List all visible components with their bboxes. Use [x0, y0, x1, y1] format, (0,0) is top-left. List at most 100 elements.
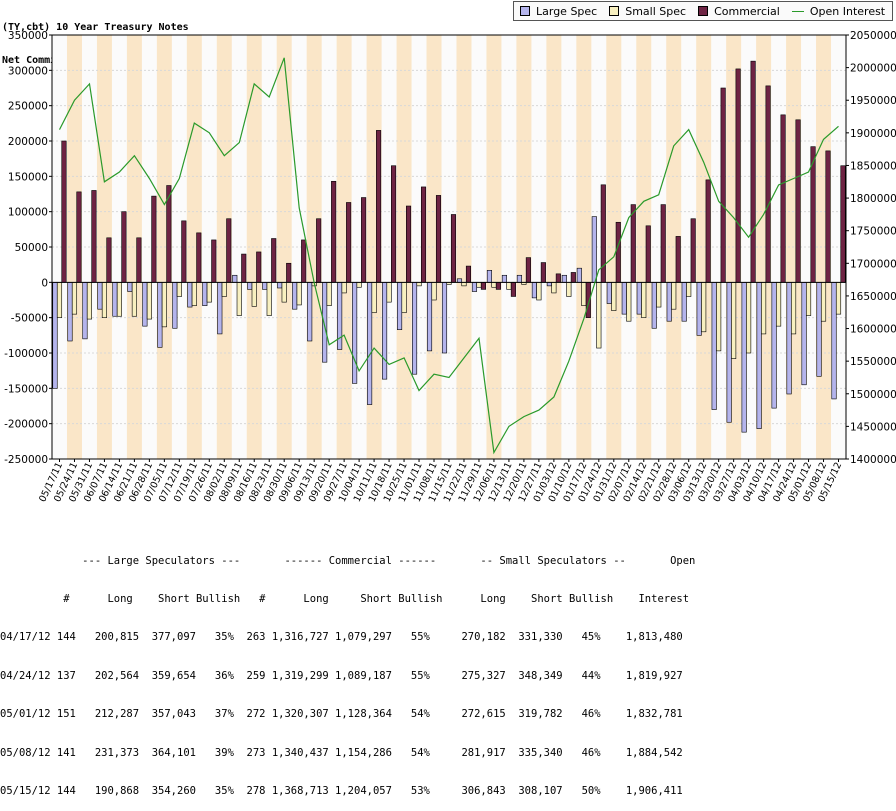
bar-large-spec — [112, 282, 118, 317]
bar-small-spec — [221, 282, 227, 297]
category-band — [186, 35, 202, 459]
summary-header-2: # Long Short Bullish # Long Short Bullis… — [0, 592, 690, 605]
bar-small-spec — [731, 282, 737, 359]
bar-commercial — [450, 214, 457, 283]
bar-commercial — [301, 239, 307, 283]
bar-commercial — [420, 186, 427, 283]
bar-small-spec — [491, 282, 497, 288]
bar-commercial — [91, 190, 97, 283]
bar-large-spec — [831, 282, 837, 400]
bar-commercial — [271, 238, 277, 283]
bar-small-spec — [461, 282, 467, 287]
bar-large-spec — [172, 282, 178, 329]
bar-commercial — [181, 220, 187, 283]
bar-large-spec — [127, 282, 133, 292]
bar-small-spec — [371, 282, 377, 314]
bar-large-spec — [801, 282, 807, 386]
bar-commercial — [376, 130, 382, 283]
bar-commercial — [151, 195, 157, 283]
bar-large-spec — [307, 282, 313, 342]
bar-small-spec — [656, 282, 662, 308]
left-axis-tick-label: 200000 — [8, 136, 48, 148]
left-axis-tick-label: -50000 — [11, 313, 48, 325]
bar-small-spec — [805, 282, 812, 316]
right-axis-tick-label: 1550000 — [850, 356, 896, 368]
bar-large-spec — [292, 282, 298, 310]
bar-small-spec — [71, 282, 78, 315]
bar-large-spec — [67, 282, 73, 342]
bar-small-spec — [596, 282, 602, 349]
bar-commercial — [61, 140, 67, 283]
bar-small-spec — [641, 282, 647, 318]
summary-row: 05/08/12 141 231,373 364,101 39% 273 1,3… — [0, 746, 683, 759]
legend: Large Spec Small Spec Commercial Open In… — [513, 1, 893, 21]
bar-commercial — [825, 150, 831, 283]
bar-large-spec — [382, 282, 388, 380]
right-axis-tick-label: 2000000 — [850, 63, 896, 75]
bar-large-spec — [651, 282, 657, 329]
bar-small-spec — [671, 282, 677, 310]
bar-large-spec — [426, 282, 433, 352]
legend-swatch-small-spec — [609, 6, 620, 16]
bar-commercial — [795, 119, 801, 283]
bar-commercial — [525, 257, 531, 283]
bar-large-spec — [816, 282, 822, 377]
legend-label-small-spec: Small Spec — [625, 4, 687, 18]
legend-swatch-commercial — [698, 6, 709, 16]
right-axis-tick-label: 2050000 — [850, 30, 896, 42]
bar-large-spec — [187, 282, 193, 308]
bar-large-spec — [501, 274, 507, 283]
left-axis-tick-label: 150000 — [8, 171, 48, 183]
legend-item-large-spec: Large Spec — [520, 5, 597, 18]
legend-label-open-interest: Open Interest — [809, 4, 886, 18]
bar-small-spec — [820, 282, 827, 322]
bar-large-spec — [217, 282, 223, 335]
right-axis-tick-label: 1450000 — [850, 421, 896, 433]
bar-small-spec — [101, 282, 107, 318]
bar-commercial — [136, 237, 142, 283]
bar-large-spec — [97, 282, 103, 310]
bar-small-spec — [566, 282, 572, 297]
summary-row: 05/01/12 151 212,287 357,043 37% 272 1,3… — [0, 708, 683, 721]
bar-commercial — [840, 165, 846, 283]
bar-small-spec — [176, 282, 182, 297]
bar-small-spec — [251, 282, 257, 307]
bar-commercial — [495, 282, 501, 290]
bar-commercial — [226, 218, 232, 283]
bar-commercial — [510, 282, 516, 297]
bar-commercial — [196, 232, 202, 283]
bar-large-spec — [756, 282, 762, 429]
bar-commercial — [106, 237, 112, 283]
bar-commercial — [286, 262, 292, 283]
bar-small-spec — [776, 282, 782, 327]
right-axis-tick-label: 1600000 — [850, 324, 896, 336]
bar-commercial — [316, 218, 322, 283]
summary-header-1: --- Large Speculators --- ------ Commerc… — [0, 554, 696, 567]
bar-large-spec — [202, 282, 208, 306]
bar-small-spec — [761, 282, 767, 335]
category-band — [66, 35, 82, 459]
open-interest-line — [58, 57, 839, 455]
bar-large-spec — [277, 282, 283, 289]
chart-title-line-1: (TY,cbt) 10 Year Treasury Notes — [2, 22, 189, 33]
bar-commercial — [690, 218, 696, 283]
left-axis-tick-label: -150000 — [4, 383, 48, 395]
right-axis-tick-label: 1800000 — [850, 193, 896, 205]
bar-commercial — [121, 211, 127, 283]
left-axis-tick-label: 100000 — [8, 207, 48, 219]
bar-small-spec — [401, 282, 407, 314]
bar-large-spec — [411, 282, 418, 375]
bar-large-spec — [666, 282, 672, 322]
bar-large-spec — [247, 282, 253, 290]
chart-svg: 350000 300000 250000 200000 150000 100000 5000… — [4, 30, 896, 504]
right-axis-tick-label: 1950000 — [850, 95, 896, 107]
summary-table: --- Large Speculators --- ------ Commerc… — [0, 529, 695, 811]
bar-large-spec — [741, 282, 747, 433]
bar-commercial — [705, 179, 711, 283]
bar-large-spec — [546, 282, 552, 287]
bar-large-spec — [471, 282, 478, 292]
bar-small-spec — [716, 282, 722, 352]
bar-commercial — [391, 165, 397, 283]
legend-item-small-spec: Small Spec — [609, 5, 686, 18]
bar-small-spec — [131, 282, 137, 317]
